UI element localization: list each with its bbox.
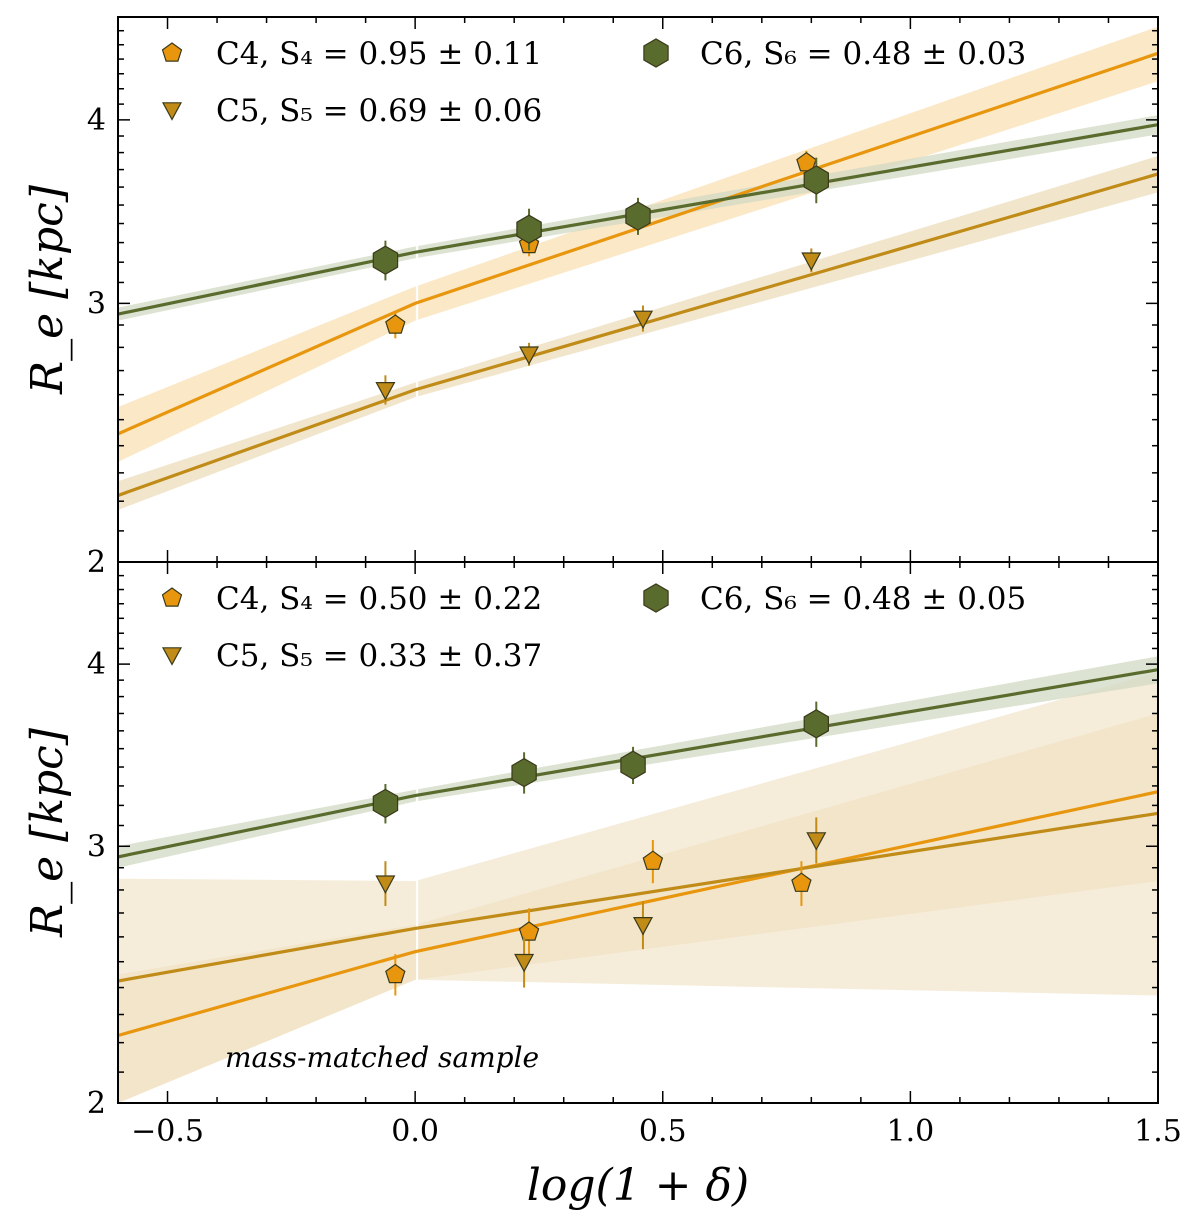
band-c5-left (118, 382, 416, 510)
point-c6 (511, 757, 537, 788)
fit-line-c6 (118, 668, 1158, 859)
legend-label-c6: C6, S₆ = 0.48 ± 0.03 (700, 36, 1026, 72)
legend-label-c5: C5, S₅ = 0.33 ± 0.37 (216, 638, 542, 674)
legend-marker-c5 (161, 102, 183, 121)
fit-line-c5 (118, 811, 1158, 983)
point-c5 (518, 346, 540, 365)
axes-frame-bottom (117, 561, 1159, 1104)
y-axis-label: R_e [kpc] (22, 184, 73, 395)
point-c6 (372, 788, 399, 819)
point-c5 (806, 832, 827, 851)
y-tick-label: 3 (87, 286, 106, 321)
plot-area-bottom (118, 562, 1158, 1103)
point-c4 (385, 314, 406, 334)
fit-line-c4 (118, 51, 1158, 436)
annotation: mass-matched sample (225, 1041, 539, 1074)
band-c6-right (415, 115, 1158, 259)
point-c4 (791, 872, 812, 892)
legend-label-c4: C4, S₄ = 0.95 ± 0.11 (216, 36, 542, 72)
fit-line-c6 (118, 123, 1158, 316)
band-c6-left (118, 789, 416, 868)
point-c5 (801, 252, 822, 271)
x-tick-label: 0.0 (391, 1114, 439, 1149)
point-c4 (796, 151, 817, 172)
point-c5 (514, 953, 535, 973)
y-tick-label: 4 (87, 103, 106, 138)
legend-marker-c4 (161, 42, 183, 62)
y-tick-label: 3 (87, 829, 106, 864)
legend-label-c4: C4, S₄ = 0.50 ± 0.22 (216, 581, 542, 617)
panel-top: 2 3 4 R_e [kpc] C4, S₄ = 0.95 ± 0.11 C5, S₅ =… (22, 16, 1159, 580)
x-tick-label: 0.5 (639, 1114, 687, 1149)
point-c6 (516, 214, 542, 244)
point-c4 (518, 921, 540, 941)
plot-area-top (118, 17, 1158, 562)
point-c5 (632, 310, 654, 330)
point-c6 (803, 165, 829, 195)
band-c5-right (415, 672, 1158, 996)
point-c6 (803, 709, 829, 739)
legend-label-c6: C6, S₆ = 0.48 ± 0.05 (700, 581, 1026, 617)
band-c4-left (118, 286, 416, 462)
legend-marker-c5 (161, 647, 183, 666)
y-axis-label: R_e [kpc] (22, 727, 73, 938)
y-tick-label: 2 (87, 1086, 106, 1121)
x-tick-label: 1.0 (887, 1114, 935, 1149)
x-tick-label: −0.5 (131, 1114, 204, 1149)
y-tick-label: 2 (87, 545, 106, 580)
legend-marker-c4 (161, 587, 183, 607)
band-c5-left (118, 878, 416, 1103)
x-axis-label: log(1 + δ) (527, 1160, 749, 1211)
legend-label-c5: C5, S₅ = 0.69 ± 0.06 (216, 93, 542, 129)
point-c5 (375, 875, 396, 894)
legend-marker-c6 (643, 583, 669, 613)
point-c6 (625, 201, 651, 231)
point-c5 (375, 382, 396, 401)
point-c5 (632, 917, 654, 936)
fit-line-c4 (118, 790, 1158, 1038)
legend-marker-c6 (643, 38, 669, 68)
point-c6 (620, 750, 646, 780)
point-c6 (372, 245, 399, 275)
point-c4 (385, 963, 406, 984)
fit-line-c5 (118, 172, 1158, 497)
x-tick-label: 1.5 (1134, 1114, 1182, 1149)
y-tick-label: 4 (87, 647, 106, 682)
panel-bottom: −0.5 0.0 0.5 1.0 1.5 2 3 4 R_e [kpc] C4, S₄ = 0.5… (22, 561, 1182, 1211)
band-c4-right (415, 26, 1158, 321)
point-c4 (642, 850, 664, 870)
